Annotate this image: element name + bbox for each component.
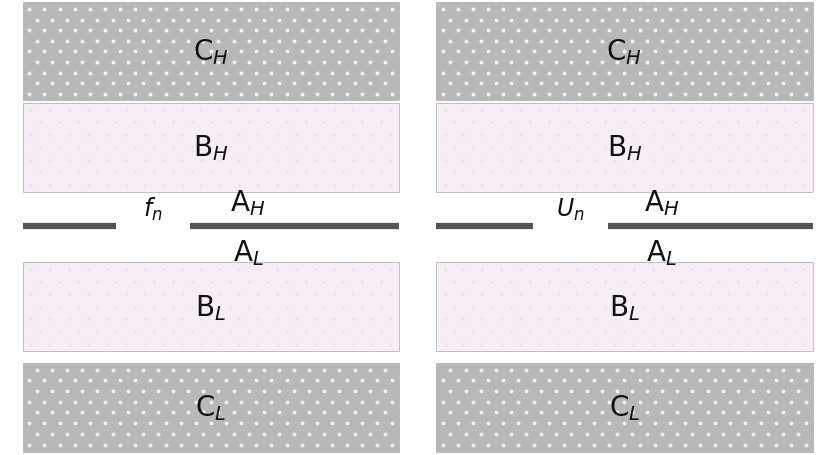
Bar <box>437 263 812 351</box>
Bar <box>437 104 812 192</box>
Text: $\mathrm{A}_{H}$: $\mathrm{A}_{H}$ <box>644 187 679 217</box>
Text: $\mathrm{A}_{L}$: $\mathrm{A}_{L}$ <box>646 238 677 268</box>
Bar <box>437 4 812 101</box>
Bar <box>22 104 399 192</box>
Text: $\mathrm{B}_{H}$: $\mathrm{B}_{H}$ <box>607 133 642 163</box>
Text: $f_n$: $f_n$ <box>143 195 163 222</box>
Text: $\mathrm{C}_{L}$: $\mathrm{C}_{L}$ <box>609 392 640 422</box>
Text: $\mathrm{C}_{H}$: $\mathrm{C}_{H}$ <box>193 37 229 67</box>
Text: $U_n$: $U_n$ <box>557 196 585 222</box>
Text: $\mathrm{B}_{L}$: $\mathrm{B}_{L}$ <box>195 292 227 322</box>
Text: $\mathrm{C}_{H}$: $\mathrm{C}_{H}$ <box>606 37 643 67</box>
Text: $\mathrm{C}_{L}$: $\mathrm{C}_{L}$ <box>195 392 227 422</box>
Bar <box>22 263 399 351</box>
Bar <box>22 363 399 451</box>
Text: $\mathrm{A}_{H}$: $\mathrm{A}_{H}$ <box>231 187 265 217</box>
Text: $\mathrm{B}_{L}$: $\mathrm{B}_{L}$ <box>609 292 640 322</box>
Text: $\mathrm{A}_{L}$: $\mathrm{A}_{L}$ <box>232 238 264 268</box>
Text: $\mathrm{B}_{H}$: $\mathrm{B}_{H}$ <box>194 133 228 163</box>
Bar <box>22 4 399 101</box>
Bar <box>437 363 812 451</box>
